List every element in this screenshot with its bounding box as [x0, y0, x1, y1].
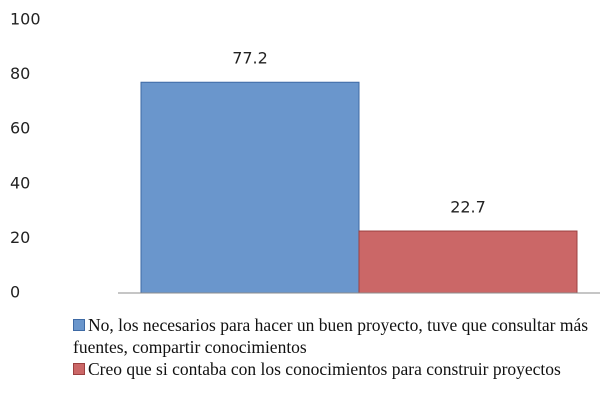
- data-label: 77.2: [232, 49, 268, 68]
- legend-label: Creo que si contaba con los conocimiento…: [88, 359, 561, 379]
- bar: [358, 230, 578, 294]
- y-tick-label: 100: [10, 10, 41, 29]
- y-tick-label: 20: [10, 228, 30, 247]
- y-tick-label: 60: [10, 119, 30, 138]
- bar: [140, 81, 360, 294]
- y-tick-label: 0: [10, 283, 20, 302]
- y-tick-label: 80: [10, 64, 30, 83]
- y-tick-label: 40: [10, 173, 30, 192]
- legend: No, los necesarios para hacer un buen pr…: [73, 314, 603, 380]
- legend-entry: No, los necesarios para hacer un buen pr…: [73, 314, 603, 358]
- chart: 0 20 40 60 80 100 77.2 22.7: [10, 10, 600, 302]
- legend-entry: Creo que si contaba con los conocimiento…: [73, 358, 603, 380]
- data-label: 22.7: [450, 198, 486, 217]
- legend-swatch: [73, 363, 85, 375]
- legend-swatch: [73, 319, 85, 331]
- legend-label: No, los necesarios para hacer un buen pr…: [73, 315, 589, 357]
